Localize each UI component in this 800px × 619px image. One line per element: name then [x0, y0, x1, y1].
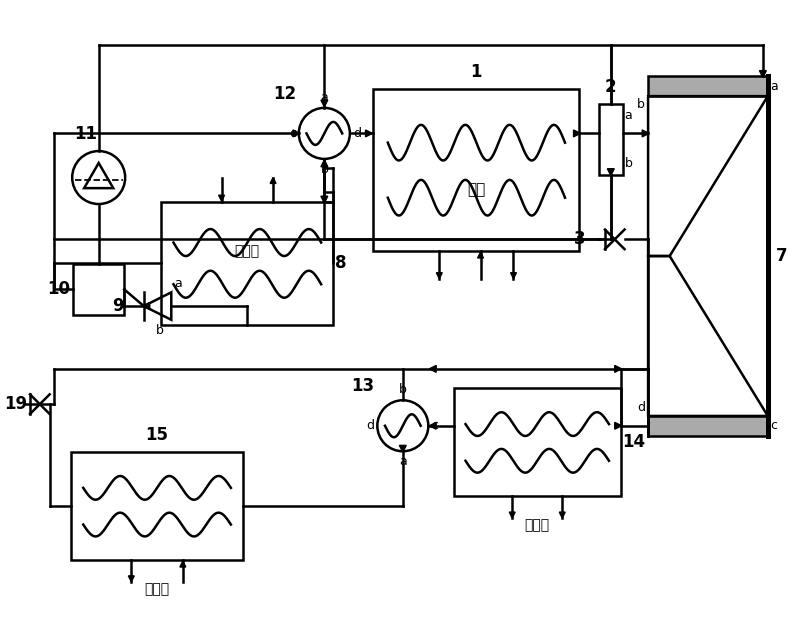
Text: 9: 9 [113, 297, 124, 315]
Polygon shape [614, 365, 622, 372]
Bar [71, 452, 243, 560]
Text: 冷冻水: 冷冻水 [145, 582, 170, 595]
Text: b: b [638, 98, 645, 111]
Polygon shape [614, 422, 622, 429]
Polygon shape [478, 252, 483, 258]
Text: d: d [353, 127, 361, 140]
Text: a: a [770, 80, 778, 93]
Polygon shape [180, 561, 186, 567]
Polygon shape [143, 303, 150, 310]
Polygon shape [559, 512, 565, 518]
Text: d: d [637, 401, 645, 414]
Bar [162, 202, 333, 325]
Text: b: b [625, 157, 633, 170]
Polygon shape [321, 160, 328, 167]
Polygon shape [436, 273, 442, 279]
Polygon shape [430, 365, 436, 372]
Bar [599, 104, 622, 175]
Polygon shape [293, 130, 300, 137]
Text: 2: 2 [605, 78, 617, 96]
Polygon shape [574, 130, 581, 137]
Polygon shape [642, 130, 649, 137]
Text: b: b [399, 383, 406, 396]
Text: 3: 3 [574, 230, 586, 248]
Text: 1: 1 [470, 63, 482, 81]
Bar [454, 389, 621, 496]
Text: d: d [366, 419, 374, 432]
Text: 10: 10 [47, 280, 70, 298]
Polygon shape [321, 196, 328, 203]
Text: 12: 12 [273, 85, 296, 103]
Bar [648, 416, 768, 436]
Text: a: a [174, 277, 182, 290]
Text: a: a [399, 455, 406, 468]
Polygon shape [366, 130, 373, 137]
Polygon shape [321, 100, 328, 107]
Bar [73, 264, 124, 315]
Text: b: b [321, 163, 328, 176]
Text: b: b [155, 324, 163, 337]
Text: 15: 15 [146, 426, 169, 444]
Text: c: c [770, 419, 777, 432]
Text: 8: 8 [335, 254, 346, 272]
Polygon shape [759, 71, 766, 77]
Text: 冷凝水: 冷凝水 [525, 518, 550, 532]
Text: 热源: 热源 [467, 182, 486, 197]
Text: 14: 14 [622, 433, 646, 451]
Polygon shape [399, 446, 406, 452]
Bar [374, 89, 579, 251]
Bar [648, 77, 768, 96]
Text: 19: 19 [4, 395, 27, 413]
Text: a: a [321, 91, 328, 104]
Text: a: a [625, 109, 632, 122]
Polygon shape [270, 178, 276, 183]
Polygon shape [218, 195, 225, 201]
Polygon shape [607, 169, 614, 176]
Text: c: c [431, 419, 438, 432]
Polygon shape [128, 576, 134, 582]
Text: 11: 11 [74, 125, 97, 143]
Polygon shape [430, 422, 436, 429]
Text: 7: 7 [776, 247, 787, 265]
Polygon shape [510, 273, 517, 279]
Polygon shape [510, 512, 515, 518]
Text: 13: 13 [351, 378, 374, 396]
Text: c: c [289, 127, 296, 140]
Text: 冷凝水: 冷凝水 [234, 244, 260, 258]
